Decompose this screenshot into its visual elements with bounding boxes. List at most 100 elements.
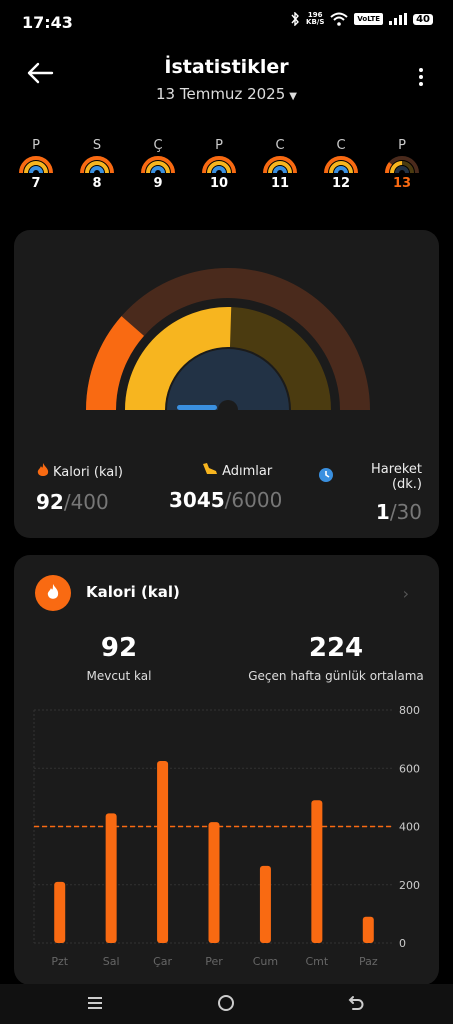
clock-icon <box>318 467 334 487</box>
day-number: 11 <box>270 176 290 191</box>
caret-down-icon: ▼ <box>289 91 297 102</box>
steps-value: 3045 <box>169 488 225 512</box>
y-tick-label: 200 <box>399 879 420 892</box>
day-number: 13 <box>392 176 412 191</box>
day-item-13[interactable]: P 13 <box>380 138 424 191</box>
day-item-10[interactable]: P 10 <box>197 138 241 191</box>
bar-Paz <box>362 916 374 943</box>
x-tick-label: Cum <box>253 955 278 968</box>
day-letter: P <box>215 138 223 153</box>
date-label: 13 Temmuz 2025 <box>156 85 286 103</box>
day-rings-icon <box>141 156 175 174</box>
day-letter: Ç <box>153 138 163 153</box>
day-letter: C <box>336 138 346 153</box>
week-selector: P 7 S 8 Ç 9 P 10 C 11 C 12 P 13 <box>14 138 439 208</box>
page-title: İstatistikler <box>164 56 289 78</box>
status-time: 17:43 <box>22 13 73 32</box>
system-nav-bar <box>0 984 453 1024</box>
bar-Çar <box>157 760 169 943</box>
battery-icon: 40 <box>413 13 433 25</box>
average-stat: 224 Geçen hafta günlük ortalama <box>236 633 436 683</box>
calorie-card[interactable]: Kalori (kal) › 92 Mevcut kal 224 Geçen h… <box>14 555 439 985</box>
move-metric: Hareket (dk.) 1/30 <box>318 462 422 524</box>
day-rings-icon <box>80 156 114 174</box>
flame-icon <box>36 462 50 482</box>
average-label: Geçen hafta günlük ortalama <box>248 669 424 683</box>
y-tick-label: 400 <box>399 821 420 834</box>
day-rings-icon <box>202 156 236 174</box>
bar-Sal <box>105 813 117 943</box>
signal-icon <box>389 13 408 25</box>
day-item-11[interactable]: C 11 <box>258 138 302 191</box>
day-number: 8 <box>92 176 102 191</box>
day-letter: C <box>275 138 285 153</box>
y-tick-label: 600 <box>399 762 420 775</box>
move-label: Hareket (dk.) <box>371 462 422 492</box>
steps-metric: Adımlar 3045/6000 <box>169 462 282 512</box>
calorie-metric: Kalori (kal) 92/400 <box>36 462 123 514</box>
calorie-label: Kalori (kal) <box>53 464 123 480</box>
day-letter: S <box>92 138 102 153</box>
day-letter: P <box>398 138 406 153</box>
home-icon[interactable] <box>217 994 235 1012</box>
x-tick-label: Sal <box>103 955 120 968</box>
day-number: 12 <box>331 176 351 191</box>
day-number: 9 <box>153 176 163 191</box>
day-rings-icon <box>19 156 53 174</box>
bar-Pzt <box>54 881 66 943</box>
bluetooth-icon <box>291 12 299 26</box>
move-value: 1 <box>375 500 390 524</box>
calorie-total: /400 <box>63 490 109 514</box>
back-arrow-icon[interactable] <box>26 61 54 85</box>
move-ring-track <box>167 349 289 412</box>
flame-badge-icon <box>35 575 71 611</box>
steps-ring-progress <box>125 307 232 411</box>
x-tick-label: Paz <box>359 955 378 968</box>
wifi-icon <box>330 12 349 26</box>
average-value: 224 <box>308 633 364 663</box>
activity-gauge <box>86 268 370 412</box>
day-rings-icon <box>263 156 297 174</box>
calorie-card-title: Kalori (kal) <box>86 583 180 601</box>
x-tick-label: Pzt <box>51 955 68 968</box>
x-tick-label: Cmt <box>305 955 328 968</box>
dial-center <box>218 400 238 410</box>
calorie-bar-chart: 0 200 400 600 800 Pzt Sal Çar Per Cum Cmt Paz <box>33 704 420 968</box>
date-selector[interactable]: 13 Temmuz 2025 ▼ <box>0 85 453 103</box>
day-item-12[interactable]: C 12 <box>319 138 363 191</box>
day-number: 7 <box>31 176 41 191</box>
shoe-icon <box>201 462 219 480</box>
move-total: /30 <box>389 500 422 524</box>
network-speed: 196 KB/S <box>306 11 325 26</box>
bar-Cmt <box>311 800 323 943</box>
day-rings-icon <box>324 156 358 174</box>
steps-label: Adımlar <box>222 463 273 479</box>
steps-total: /6000 <box>224 488 283 512</box>
day-rings-icon <box>385 156 419 174</box>
status-icons: 196 KB/S VoLTE 40 <box>290 12 433 26</box>
more-options-icon[interactable] <box>419 68 425 89</box>
x-tick-label: Per <box>205 955 223 968</box>
current-value: 92 <box>100 633 138 663</box>
back-icon[interactable] <box>347 994 365 1012</box>
current-stat: 92 Mevcut kal <box>69 633 169 683</box>
day-letter: P <box>32 138 40 153</box>
day-number: 10 <box>209 176 229 191</box>
x-tick-label: Çar <box>153 955 172 968</box>
move-ring-indicator <box>177 405 217 410</box>
header: İstatistikler 13 Temmuz 2025 ▼ <box>0 50 453 110</box>
y-tick-label: 800 <box>399 704 420 717</box>
summary-card[interactable]: Kalori (kal) 92/400 Adımlar 3045/6000 Ha… <box>14 230 439 538</box>
volte-badge: VoLTE <box>354 13 384 25</box>
current-label: Mevcut kal <box>86 669 152 683</box>
menu-icon[interactable] <box>86 994 104 1012</box>
calorie-ring-progress <box>86 316 145 411</box>
y-tick-label: 0 <box>399 937 406 950</box>
bar-Per <box>208 822 220 943</box>
status-bar: 17:43 196 KB/S VoLTE 40 <box>0 0 453 46</box>
bar-Cum <box>259 865 271 943</box>
chevron-right-icon[interactable]: › <box>402 584 409 603</box>
